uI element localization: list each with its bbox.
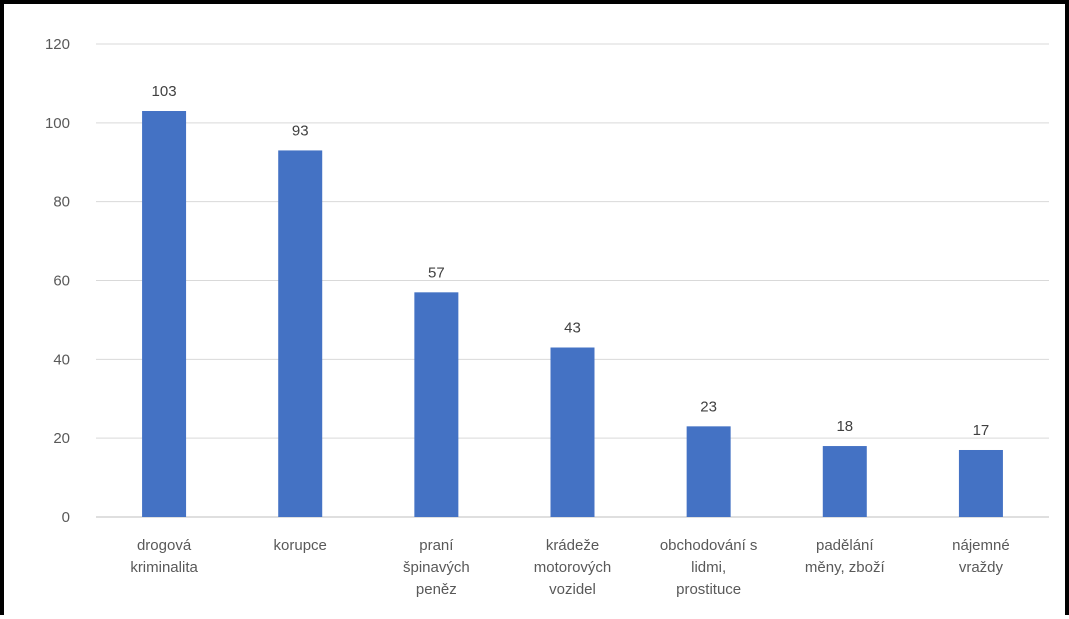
category-label: nájemné vraždy bbox=[952, 537, 1010, 576]
category-label: korupce bbox=[274, 537, 327, 554]
data-label: 57 bbox=[428, 264, 445, 281]
data-label: 43 bbox=[564, 320, 581, 337]
bar-chart: 0 20 40 60 80 100 120 103 93 57 43 23 18 17 drogová k… bbox=[45, 36, 1049, 598]
bar bbox=[550, 347, 595, 517]
bar bbox=[278, 150, 323, 518]
bar bbox=[414, 292, 459, 517]
category-label: praní špinavých peněz bbox=[403, 537, 470, 598]
y-tick-label: 40 bbox=[53, 351, 70, 368]
category-label: drogová kriminalita bbox=[130, 537, 198, 576]
category-label: krádeže motorových vozidel bbox=[534, 537, 612, 598]
bar bbox=[686, 426, 731, 517]
bar bbox=[142, 111, 187, 517]
data-label: 93 bbox=[292, 122, 309, 139]
category-label: padělání měny, zboží bbox=[805, 537, 886, 576]
y-tick-label: 80 bbox=[53, 194, 70, 211]
data-label: 18 bbox=[836, 418, 853, 435]
y-tick-label: 120 bbox=[45, 36, 70, 53]
y-tick-label: 60 bbox=[53, 273, 70, 290]
data-labels: 103 93 57 43 23 18 17 bbox=[152, 83, 990, 439]
y-tick-label: 20 bbox=[53, 430, 70, 447]
category-label: obchodování s lidmi, prostituce bbox=[660, 537, 758, 598]
bars bbox=[142, 111, 1003, 518]
data-label: 23 bbox=[700, 398, 717, 415]
data-label: 17 bbox=[973, 422, 990, 439]
data-label: 103 bbox=[152, 83, 177, 100]
bar bbox=[958, 449, 1003, 517]
bar bbox=[822, 446, 867, 517]
category-labels: drogová kriminalita korupce praní špinavých p… bbox=[130, 537, 1009, 598]
y-axis-ticks: 0 20 40 60 80 100 120 bbox=[45, 36, 70, 526]
y-tick-label: 100 bbox=[45, 115, 70, 132]
y-tick-label: 0 bbox=[62, 509, 70, 526]
